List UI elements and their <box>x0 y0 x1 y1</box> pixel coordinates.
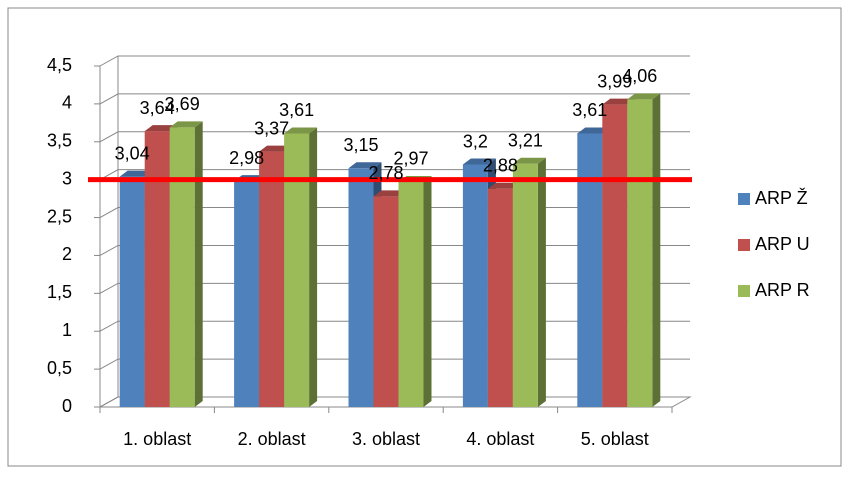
grid-line <box>99 55 690 67</box>
data-label: 2,97 <box>393 149 428 169</box>
legend-label: ARP U <box>755 234 810 254</box>
x-tick-label: 3. oblast <box>352 429 420 449</box>
bar <box>234 181 260 407</box>
legend-swatch <box>738 285 750 297</box>
y-tick-label: 0,5 <box>47 358 72 378</box>
data-label: 3,61 <box>572 100 607 120</box>
x-tick-label: 1. oblast <box>123 429 191 449</box>
data-label: 2,98 <box>229 148 264 168</box>
y-tick-label: 2 <box>62 244 72 264</box>
bar-side <box>423 175 432 407</box>
bar <box>602 104 628 407</box>
legend-label: ARP Ž <box>755 188 808 208</box>
bar-top <box>577 127 611 134</box>
bar-side <box>309 127 318 407</box>
bar <box>462 164 488 407</box>
y-tick-label: 0 <box>62 396 72 416</box>
x-tick-label: 5. oblast <box>581 429 649 449</box>
bar-top <box>144 125 178 132</box>
data-label: 3,37 <box>254 118 289 138</box>
legend-label: ARP R <box>755 280 810 300</box>
y-tick-label: 2,5 <box>47 206 72 226</box>
bar <box>627 99 653 407</box>
data-label: 3,15 <box>343 135 378 155</box>
y-tick-label: 3 <box>62 168 72 188</box>
bar-top <box>259 145 293 152</box>
data-label: 3,69 <box>165 94 200 114</box>
legend-swatch <box>738 193 750 205</box>
x-tick-label: 4. oblast <box>466 429 534 449</box>
grid-line <box>99 93 690 105</box>
y-tick-label: 1 <box>62 320 72 340</box>
bar <box>119 176 145 407</box>
bar <box>577 133 603 408</box>
bar <box>487 188 513 407</box>
bar <box>348 168 374 407</box>
bar <box>373 196 399 407</box>
legend-swatch <box>738 239 750 251</box>
data-label: 3,04 <box>115 143 150 163</box>
data-label: 2,78 <box>368 163 403 183</box>
grid-line <box>99 131 690 143</box>
data-label: 3,61 <box>279 100 314 120</box>
bar <box>259 151 285 407</box>
bar-top <box>348 162 382 169</box>
data-label: 3,64 <box>140 98 175 118</box>
bar-top <box>373 190 407 197</box>
bar <box>169 127 195 407</box>
data-label: 3,99 <box>597 71 632 91</box>
bar-top <box>602 98 636 105</box>
data-label: 3,2 <box>463 131 488 151</box>
data-label: 3,21 <box>508 131 543 151</box>
bar <box>398 181 424 407</box>
y-tick-label: 4 <box>62 93 72 113</box>
bar <box>284 133 310 408</box>
bar-top <box>487 182 521 189</box>
grid-line <box>99 169 690 181</box>
y-tick-label: 1,5 <box>47 282 72 302</box>
y-tick-label: 4,5 <box>47 55 72 75</box>
bar-top <box>284 127 318 134</box>
bar-side <box>194 121 203 407</box>
bar-top <box>512 157 546 164</box>
x-tick-label: 2. oblast <box>238 429 306 449</box>
data-label: 2,88 <box>483 156 518 176</box>
y-tick-label: 3,5 <box>47 131 72 151</box>
bar-top <box>119 170 153 177</box>
bar-side <box>537 157 546 407</box>
bar-top <box>462 158 496 165</box>
bar-top <box>627 93 661 100</box>
data-label: 4,06 <box>622 66 657 86</box>
bar-side <box>652 93 661 407</box>
bar <box>512 163 538 407</box>
bar-top <box>169 121 203 128</box>
bar <box>144 131 170 407</box>
